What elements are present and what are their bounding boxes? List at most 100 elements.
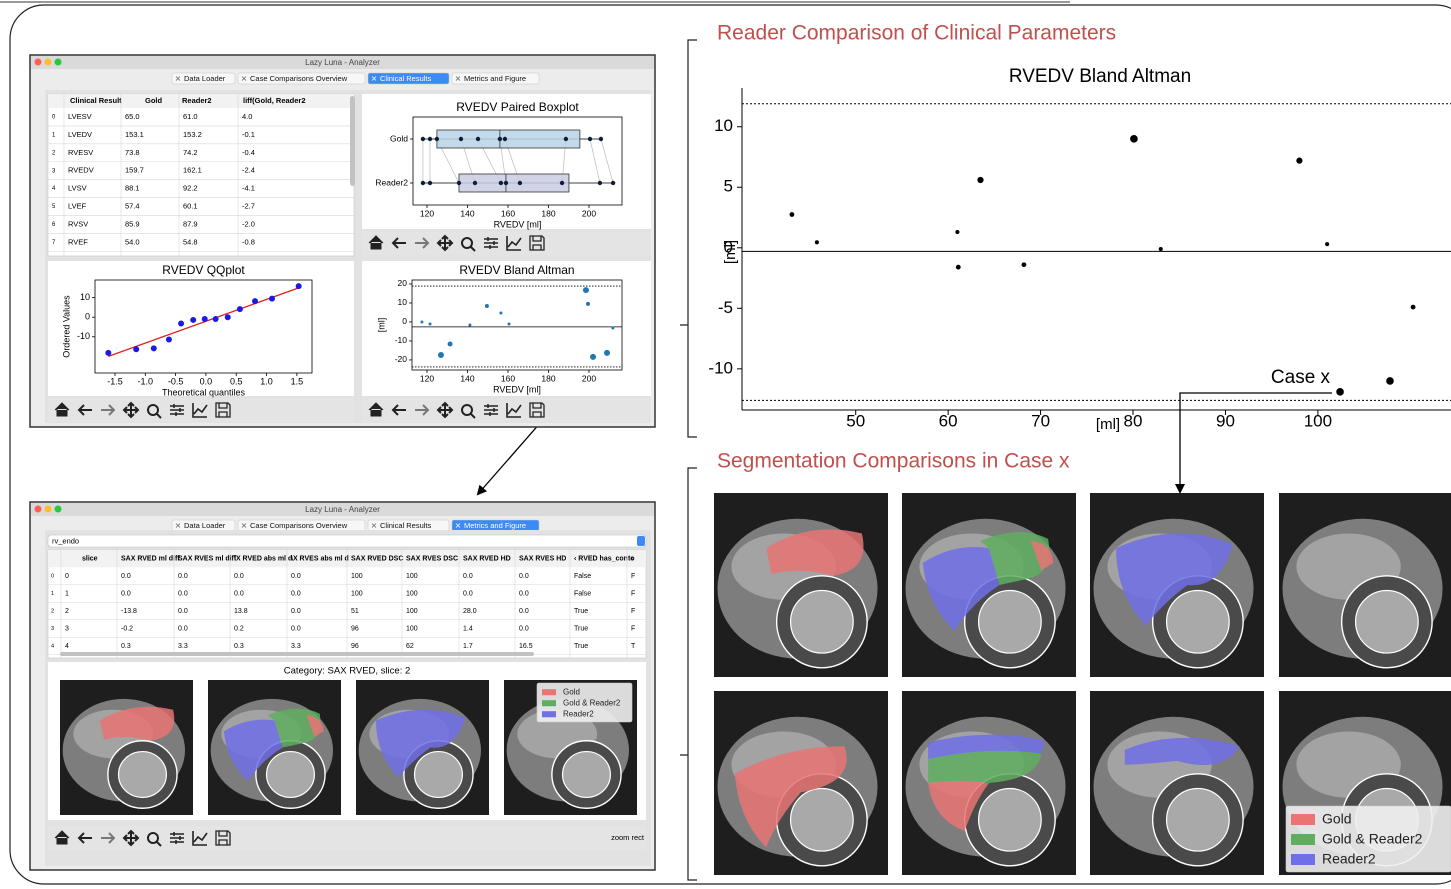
box-point [459, 137, 463, 141]
legend-label: Gold [563, 688, 580, 697]
table-cell: 0.3 [234, 643, 244, 650]
table-cell: 162.1 [183, 166, 202, 175]
x-axis-label: RVEDV [ml] [494, 219, 542, 229]
box-point [428, 137, 432, 141]
mri-image [356, 680, 489, 815]
y-tick-label: -10 [708, 358, 733, 377]
window-button[interactable] [35, 59, 42, 66]
scrollbar[interactable] [60, 652, 534, 656]
qq-point [166, 337, 172, 343]
mri-image [714, 691, 888, 875]
x-tick-label: 0.0 [200, 376, 213, 386]
column-header: SAX RVES ml diff [178, 555, 237, 562]
toolbar [48, 398, 354, 422]
x-axis-label: Theoretical quantiles [162, 387, 246, 397]
window-title: Lazy Luna - Analyzer [305, 505, 380, 514]
table-cell: 0.0 [291, 590, 301, 597]
x-tick-label: 80 [1124, 411, 1143, 430]
table-cell: True [574, 625, 588, 632]
table-cell: 3 [65, 625, 69, 632]
box-point [599, 137, 603, 141]
box-point [588, 137, 592, 141]
qq-point [252, 298, 258, 304]
toolbar-icon[interactable] [170, 404, 184, 416]
x-tick-label: 100 [1304, 411, 1332, 430]
table-cell: 2 [65, 608, 69, 615]
legend-label: Gold & Reader2 [1322, 831, 1423, 847]
table-cell: 54.8 [183, 237, 198, 246]
ba-point [583, 287, 589, 293]
table-cell: T [631, 643, 636, 650]
ba-point [611, 327, 614, 330]
lv-cavity [415, 752, 463, 798]
table-cell: -4.1 [242, 184, 255, 193]
lv-cavity [1167, 789, 1230, 852]
window-title: Lazy Luna - Analyzer [305, 58, 380, 67]
mri-image [902, 493, 1076, 677]
table-cell: 100 [406, 573, 418, 580]
table-cell: 54.0 [125, 237, 140, 246]
window-button[interactable] [55, 59, 62, 66]
toolbar-icon[interactable] [484, 404, 498, 416]
table-cell: 57.4 [125, 201, 140, 210]
box-point [498, 137, 502, 141]
table-cell: 61.0 [183, 112, 198, 121]
table-cell: 0.0 [463, 590, 473, 597]
tab-label: Data Loader [184, 521, 226, 530]
table-cell: F [631, 590, 635, 597]
y-tick-label: 10 [80, 292, 90, 302]
table-cell: 85.9 [125, 219, 140, 228]
dropdown-arrow[interactable] [637, 536, 645, 546]
table-cell: LVSV [68, 184, 87, 193]
lv-cavity [1167, 591, 1230, 654]
window-button[interactable] [35, 506, 42, 513]
table-cell: 65.0 [125, 112, 140, 121]
page: { "headings": {"clinical": "Reader Compa… [0, 0, 1451, 889]
table-cell: -0.4 [242, 148, 255, 157]
window-button[interactable] [55, 506, 62, 513]
box-point [518, 181, 522, 185]
qq-point [178, 320, 184, 326]
table-cell: False [574, 590, 591, 597]
tab-label: Data Loader [184, 74, 226, 83]
dropdown[interactable] [48, 535, 646, 547]
box-point [564, 137, 568, 141]
x-tick-label: 140 [460, 373, 474, 383]
table-cell: -0.2 [121, 625, 133, 632]
table-cell: 0.0 [519, 590, 529, 597]
toolbar-icon[interactable] [170, 832, 184, 844]
table-cell: 0.0 [178, 625, 188, 632]
lv-cavity [979, 591, 1042, 654]
table-cell: 0.0 [178, 608, 188, 615]
y-tick-label: 5 [724, 177, 733, 196]
toolbar-icon[interactable] [484, 237, 498, 249]
column-header: SAX RVES DSC [406, 555, 458, 562]
table-cell: 3.3 [178, 643, 188, 650]
column-header: SAX RVED DSC [351, 555, 403, 562]
table-cell: RVESV [68, 148, 93, 157]
x-axis-label: RVEDV [ml] [493, 384, 541, 394]
y-tick-label: Gold [390, 133, 408, 143]
column-header: SAX RVED ml diff [121, 555, 180, 562]
table-cell: True [574, 608, 588, 615]
box-point [504, 181, 508, 185]
scrollbar[interactable] [350, 96, 355, 186]
table-cell: F [631, 573, 635, 580]
table-cell: 88.1 [125, 184, 140, 193]
x-tick-label: 60 [939, 411, 958, 430]
table-cell: 153.1 [125, 130, 144, 139]
column-header: Gold [145, 96, 162, 105]
bracket [680, 40, 697, 437]
y-tick-label: -10 [77, 331, 90, 341]
window-button[interactable] [45, 59, 52, 66]
window-button[interactable] [45, 506, 52, 513]
y-tick-label: 0 [402, 316, 407, 326]
legend-label: Reader2 [1322, 851, 1376, 867]
table-cell: 51 [351, 608, 359, 615]
table-cell: 0.3 [121, 643, 131, 650]
table-cell: 0.0 [291, 573, 301, 580]
data-point [1336, 388, 1344, 396]
row-index: 2 [51, 608, 54, 614]
box-point [457, 181, 461, 185]
qq-point [151, 345, 157, 351]
